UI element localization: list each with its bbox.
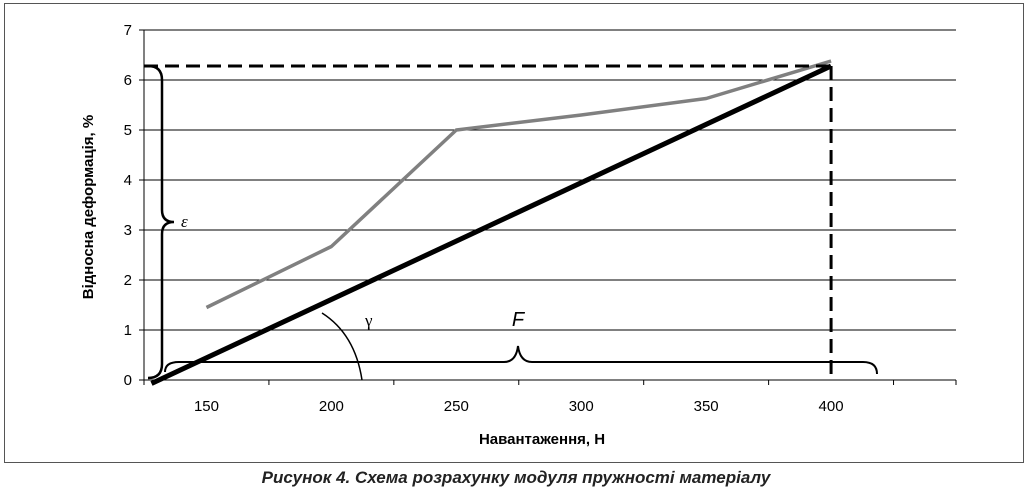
epsilon-label: ε [181, 212, 188, 231]
y-tick-label: 5 [124, 122, 132, 139]
y-tick-label: 1 [124, 322, 132, 339]
gamma-label: γ [364, 311, 373, 330]
y-tick-label: 7 [124, 22, 132, 39]
x-tick-label: 300 [569, 398, 594, 415]
y-tick-label: 0 [124, 372, 132, 389]
y-axis-title: Відносна деформація, % [80, 115, 97, 299]
gamma-arc [321, 312, 363, 381]
x-tick-label: 150 [194, 398, 219, 415]
x-tick-labels: 150 200 250 300 350 400 [194, 398, 844, 415]
chart-svg: 0 1 2 3 4 5 6 7 150 200 250 300 350 400 ε Fγ Відносна… [80, 22, 957, 448]
data-series-line [205, 59, 832, 310]
figure-caption: Рисунок 4. Схема розрахунку модуля пружн… [261, 468, 771, 487]
plot-series [150, 59, 833, 386]
y-tick-label: 2 [124, 272, 132, 289]
force-label: F [512, 309, 526, 331]
x-axis-title: Навантаження, Н [479, 431, 605, 448]
y-tick-label: 3 [124, 222, 132, 239]
force-brace [164, 345, 878, 375]
epsilon-brace [147, 64, 175, 380]
x-tick-label: 200 [319, 398, 344, 415]
x-tick-label: 250 [444, 398, 469, 415]
x-tick-label: 400 [819, 398, 844, 415]
grid-lines [139, 29, 957, 385]
annotations: ε Fγ [144, 64, 878, 381]
y-tick-label: 6 [124, 72, 132, 89]
y-tick-labels: 0 1 2 3 4 5 6 7 [124, 22, 132, 389]
x-tick-label: 350 [694, 398, 719, 415]
y-tick-label: 4 [124, 172, 132, 189]
trend-line [150, 63, 833, 386]
